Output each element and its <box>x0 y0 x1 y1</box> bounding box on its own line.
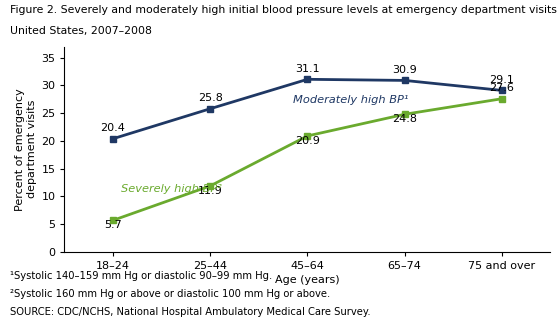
Text: 29.1: 29.1 <box>489 75 514 85</box>
Text: ¹Systolic 140–159 mm Hg or diastolic 90–99 mm Hg.: ¹Systolic 140–159 mm Hg or diastolic 90–… <box>10 271 272 281</box>
Text: 20.9: 20.9 <box>295 136 320 146</box>
Text: 11.9: 11.9 <box>198 186 222 196</box>
Text: 24.8: 24.8 <box>392 114 417 124</box>
Text: 20.4: 20.4 <box>101 123 125 133</box>
Text: United States, 2007–2008: United States, 2007–2008 <box>10 26 152 36</box>
Text: SOURCE: CDC/NCHS, National Hospital Ambulatory Medical Care Survey.: SOURCE: CDC/NCHS, National Hospital Ambu… <box>10 307 371 317</box>
Text: Moderately high BP¹: Moderately high BP¹ <box>293 95 408 105</box>
Text: 27.6: 27.6 <box>489 83 514 93</box>
Text: 5.7: 5.7 <box>104 220 122 230</box>
Text: 31.1: 31.1 <box>295 64 320 74</box>
Text: 30.9: 30.9 <box>393 65 417 75</box>
X-axis label: Age (years): Age (years) <box>275 275 340 285</box>
Text: Severely high BP²: Severely high BP² <box>121 184 222 194</box>
Text: Figure 2. Severely and moderately high initial blood pressure levels at emergenc: Figure 2. Severely and moderately high i… <box>10 5 560 15</box>
Text: 25.8: 25.8 <box>198 93 223 103</box>
Y-axis label: Percent of emergency
department visits: Percent of emergency department visits <box>16 88 37 211</box>
Text: ²Systolic 160 mm Hg or above or diastolic 100 mm Hg or above.: ²Systolic 160 mm Hg or above or diastoli… <box>10 289 330 299</box>
